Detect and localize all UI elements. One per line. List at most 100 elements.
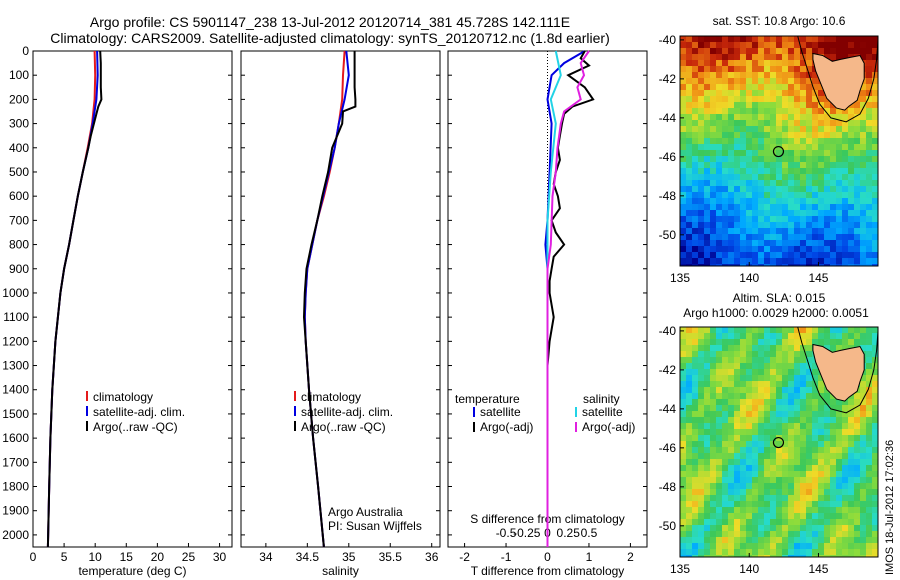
map-cell: [740, 252, 746, 258]
map-cell: [800, 459, 806, 465]
map-cell: [770, 156, 776, 162]
map-cell: [698, 357, 704, 363]
map-cell: [716, 234, 722, 240]
map-cell: [788, 132, 794, 138]
map-cell: [800, 537, 806, 543]
map-cell: [740, 114, 746, 120]
map-cell: [710, 144, 716, 150]
map-cell: [716, 120, 722, 126]
map-cell: [710, 198, 716, 204]
map-cell: [728, 417, 734, 423]
map-cell: [782, 459, 788, 465]
map-cell: [794, 66, 800, 72]
map-cell: [752, 435, 758, 441]
map-cell: [836, 531, 842, 537]
map-cell: [728, 435, 734, 441]
map-cell: [746, 192, 752, 198]
map-cell: [680, 483, 686, 489]
map-cell: [782, 264, 788, 266]
map-cell: [794, 333, 800, 339]
map-cell: [728, 72, 734, 78]
map-cell: [686, 180, 692, 186]
map-cell: [752, 489, 758, 495]
map-cell: [716, 441, 722, 447]
map-cell: [722, 375, 728, 381]
map-xtick-label: 135: [670, 562, 690, 576]
map-cell: [758, 441, 764, 447]
plot-frame-temp: [32, 50, 233, 548]
map-cell: [812, 513, 818, 519]
map-cell: [860, 174, 866, 180]
map-cell: [710, 405, 716, 411]
map-cell: [788, 72, 794, 78]
map-cell: [698, 477, 704, 483]
map-cell: [764, 114, 770, 120]
map-cell: [872, 72, 878, 78]
map-cell: [722, 210, 728, 216]
map-cell: [800, 72, 806, 78]
map-cell: [746, 471, 752, 477]
map-cell: [704, 345, 710, 351]
map-cell: [848, 42, 854, 48]
map-cell: [806, 162, 812, 168]
map-cell: [824, 531, 830, 537]
map-cell: [854, 186, 860, 192]
map-cell: [782, 399, 788, 405]
map-cell: [722, 138, 728, 144]
map-cell: [830, 501, 836, 507]
map-cell: [758, 411, 764, 417]
map-cell: [824, 240, 830, 246]
map-cell: [746, 216, 752, 222]
map-cell: [728, 120, 734, 126]
shelf-contour: [797, 36, 878, 123]
map-cell: [722, 537, 728, 543]
map-cell: [734, 204, 740, 210]
legend-label: climatology: [93, 390, 153, 404]
map-cell: [686, 114, 692, 120]
map-cell: [776, 447, 782, 453]
map-cell: [782, 429, 788, 435]
map-cell: [716, 339, 722, 345]
map-cell: [752, 186, 758, 192]
map-cell: [770, 549, 776, 555]
map-cell: [764, 327, 770, 333]
map-cell: [818, 543, 824, 549]
xtick-label-temp: 15: [120, 550, 134, 564]
map-cell: [788, 96, 794, 102]
map-cell: [710, 48, 716, 54]
map-cell: [806, 555, 812, 557]
map-cell: [728, 108, 734, 114]
map-cell: [722, 489, 728, 495]
map-cell: [776, 66, 782, 72]
map-cell: [770, 162, 776, 168]
map-cell: [770, 72, 776, 78]
map-cell: [722, 234, 728, 240]
map-cell: [722, 339, 728, 345]
map-cell: [734, 537, 740, 543]
map-cell: [824, 483, 830, 489]
xtick-label-sal: 35: [342, 550, 356, 564]
map-cell: [824, 150, 830, 156]
map-cell: [860, 495, 866, 501]
map-cell: [752, 90, 758, 96]
map-cell: [848, 441, 854, 447]
map-cell: [794, 513, 800, 519]
map-cell: [854, 489, 860, 495]
map-cell: [842, 435, 848, 441]
map-cell: [866, 252, 872, 258]
map-cell: [722, 162, 728, 168]
map-cell: [842, 471, 848, 477]
map-cell: [836, 258, 842, 264]
map-cell: [692, 381, 698, 387]
map-cell: [686, 78, 692, 84]
map-cell: [686, 108, 692, 114]
map-cell: [872, 501, 878, 507]
map-cell: [698, 108, 704, 114]
map-cell: [752, 144, 758, 150]
map-cell: [848, 399, 854, 405]
map-cell: [710, 363, 716, 369]
map-cell: [866, 441, 872, 447]
map-cell: [830, 429, 836, 435]
map-cell: [842, 495, 848, 501]
map-cell: [866, 84, 872, 90]
